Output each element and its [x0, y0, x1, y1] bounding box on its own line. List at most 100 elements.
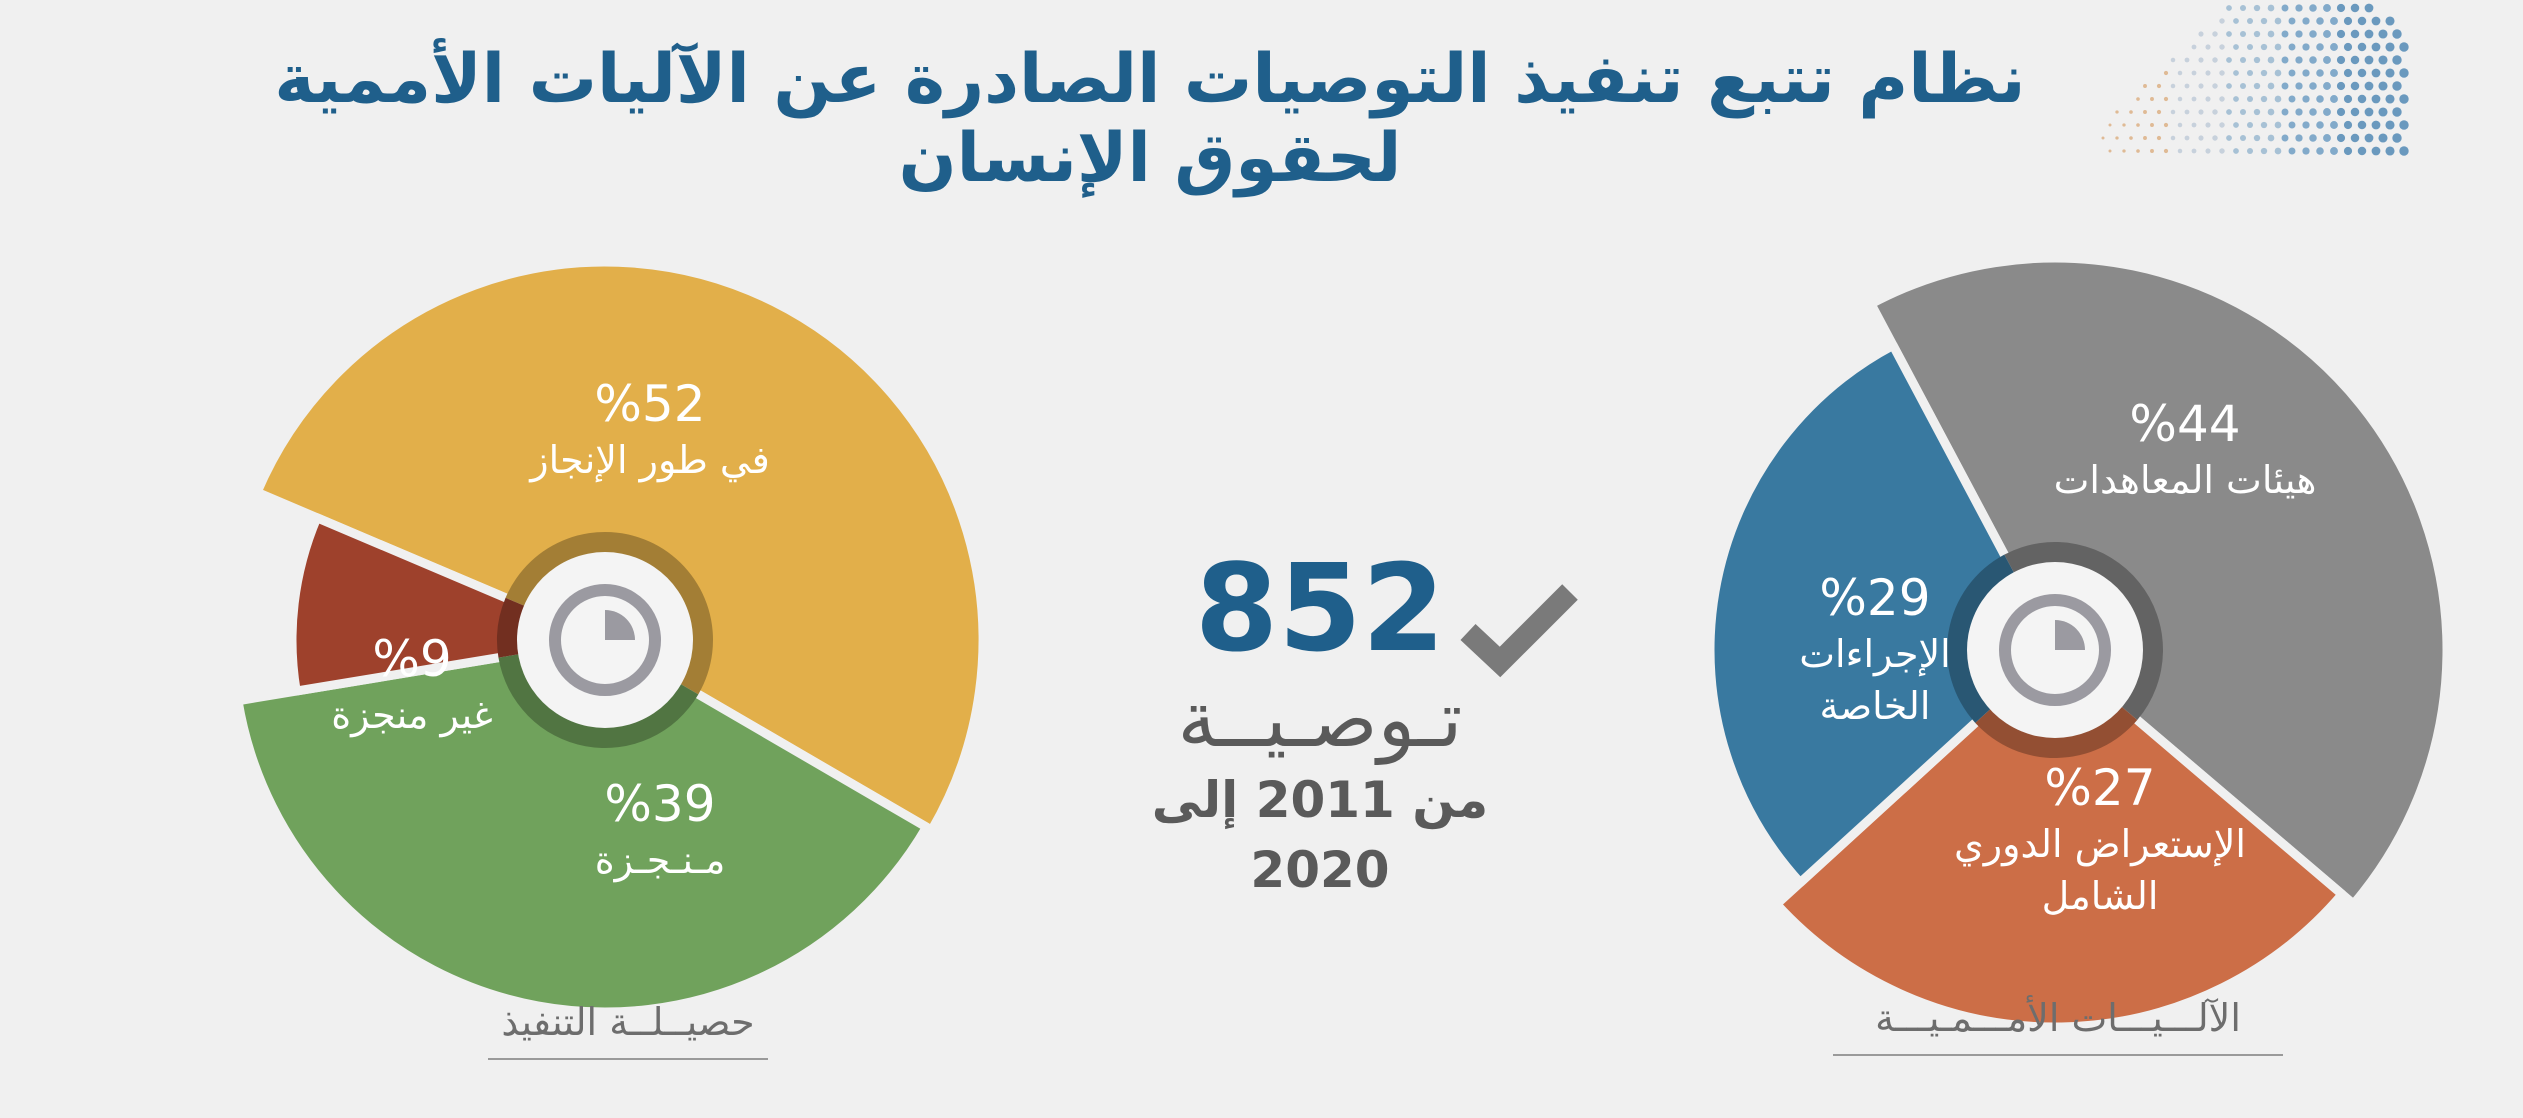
decorative-dot: [2233, 122, 2239, 128]
decorative-dot: [2288, 95, 2296, 103]
decorative-dot: [2212, 83, 2218, 89]
decorative-dot: [2295, 82, 2303, 90]
decorative-dot: [2212, 109, 2218, 115]
decorative-dot: [2212, 135, 2218, 141]
decorative-dot: [2143, 84, 2147, 88]
decorative-dot: [2198, 31, 2204, 37]
decorative-dot: [2323, 56, 2331, 64]
decorative-dot: [2364, 55, 2374, 65]
decorative-dot: [2246, 43, 2254, 51]
decorative-dot: [2260, 69, 2268, 77]
decorative-dot: [2115, 136, 2119, 140]
decorative-dot: [2177, 96, 2183, 102]
decorative-dot: [2350, 81, 2360, 91]
slice-label-in-progress: %52 في طور الإنجاز: [530, 374, 770, 486]
decorative-dot: [2198, 109, 2204, 115]
decorative-dot: [2302, 17, 2310, 25]
decorative-dot: [2274, 69, 2282, 77]
decorative-dot: [2288, 43, 2296, 51]
pie-chart-icon-wedge: [605, 610, 635, 640]
slice-name: في طور الإنجاز: [530, 438, 770, 482]
decorative-dot: [2253, 134, 2261, 142]
decorative-dot: [2295, 56, 2303, 64]
decorative-dot: [2309, 30, 2317, 38]
decorative-dot: [2343, 120, 2353, 130]
decorative-dot: [2226, 57, 2232, 63]
pie-slice-1-1: [1772, 645, 2347, 1032]
decorative-dot: [2330, 121, 2338, 129]
decorative-dot: [2205, 44, 2211, 50]
decorative-dot: [2219, 96, 2225, 102]
decorative-dot: [2129, 136, 2133, 140]
decorative-dot: [2274, 95, 2282, 103]
decorative-dot: [2143, 110, 2147, 114]
pie-chart-icon: [1999, 594, 2111, 706]
decorative-dot: [2274, 121, 2282, 129]
decorative-dot: [2371, 94, 2381, 104]
decorative-dot: [2350, 107, 2360, 117]
chart-caption-implementation: حصيــلــة التنفيذ: [488, 1000, 768, 1060]
decorative-dot: [2205, 96, 2211, 102]
decorative-dot: [2184, 83, 2190, 89]
decorative-dot: [2385, 16, 2395, 26]
decorative-dot: [2281, 56, 2289, 64]
decorative-dot: [2274, 17, 2282, 25]
decorative-dot: [2205, 122, 2211, 128]
decorative-dot: [2239, 82, 2247, 90]
decorative-dot: [2288, 121, 2296, 129]
decorative-dot: [2288, 147, 2296, 155]
decorative-dot: [2385, 68, 2395, 78]
decorative-dot: [2260, 17, 2268, 25]
decorative-dot: [2330, 17, 2338, 25]
decorative-dot: [2281, 82, 2289, 90]
decorative-dot: [2150, 149, 2154, 153]
decorative-dot: [2364, 107, 2374, 117]
decorative-dot: [2302, 147, 2310, 155]
decorative-dot: [2170, 135, 2176, 141]
decorative-dot: [2316, 69, 2324, 77]
decorative-dot: [2136, 97, 2140, 101]
total-unit: تـوصـيــة: [1177, 675, 1463, 765]
decorative-dot: [2274, 43, 2282, 51]
decorative-dot: [2170, 109, 2176, 115]
decorative-dot: [2198, 83, 2204, 89]
decorative-dot: [2385, 94, 2395, 104]
decorative-dot: [2281, 30, 2289, 38]
decorative-dot: [2357, 16, 2367, 26]
slice-label-special-procedures: %29 الإجراءات الخاصة: [1780, 568, 1970, 732]
decorative-dot: [2177, 70, 2183, 76]
decorative-dot: [2177, 122, 2183, 128]
decorative-dot: [2281, 134, 2289, 142]
decorative-dot: [2198, 57, 2204, 63]
decorative-dot: [2343, 16, 2353, 26]
decorative-dot: [2150, 123, 2154, 127]
slice-name: الإستعراض الدوري الشامل: [1954, 822, 2246, 918]
decorative-dot: [2364, 81, 2374, 91]
decorative-dot: [2392, 133, 2402, 143]
decorative-dot: [2350, 55, 2360, 65]
decorative-dot: [2122, 149, 2126, 153]
slice-label-not-completed: %9 غير منجزة: [331, 629, 493, 741]
decorative-dot: [2246, 95, 2254, 103]
decorative-dot: [2385, 146, 2395, 156]
decorative-dot: [2357, 146, 2367, 156]
decorative-dot: [2205, 148, 2211, 154]
decorative-dot: [2392, 55, 2402, 65]
decorative-dot: [2274, 147, 2282, 155]
decorative-dot: [2191, 44, 2197, 50]
decorative-dot: [2309, 56, 2317, 64]
date-range: من 2011 إلى 2020: [1151, 771, 1489, 899]
decorative-dot: [2288, 69, 2296, 77]
decorative-dot: [2156, 83, 2162, 89]
decorative-dot: [2136, 123, 2140, 127]
decorative-dot: [2378, 133, 2388, 143]
decorative-dot: [2323, 82, 2331, 90]
decorative-dot: [2295, 108, 2303, 116]
decorative-dot: [2163, 96, 2169, 102]
decorative-dot: [2267, 108, 2275, 116]
decorative-dot: [2129, 110, 2133, 114]
decorative-dot: [2399, 68, 2409, 78]
decorative-dot: [2385, 120, 2395, 130]
decorative-dot: [2378, 81, 2388, 91]
